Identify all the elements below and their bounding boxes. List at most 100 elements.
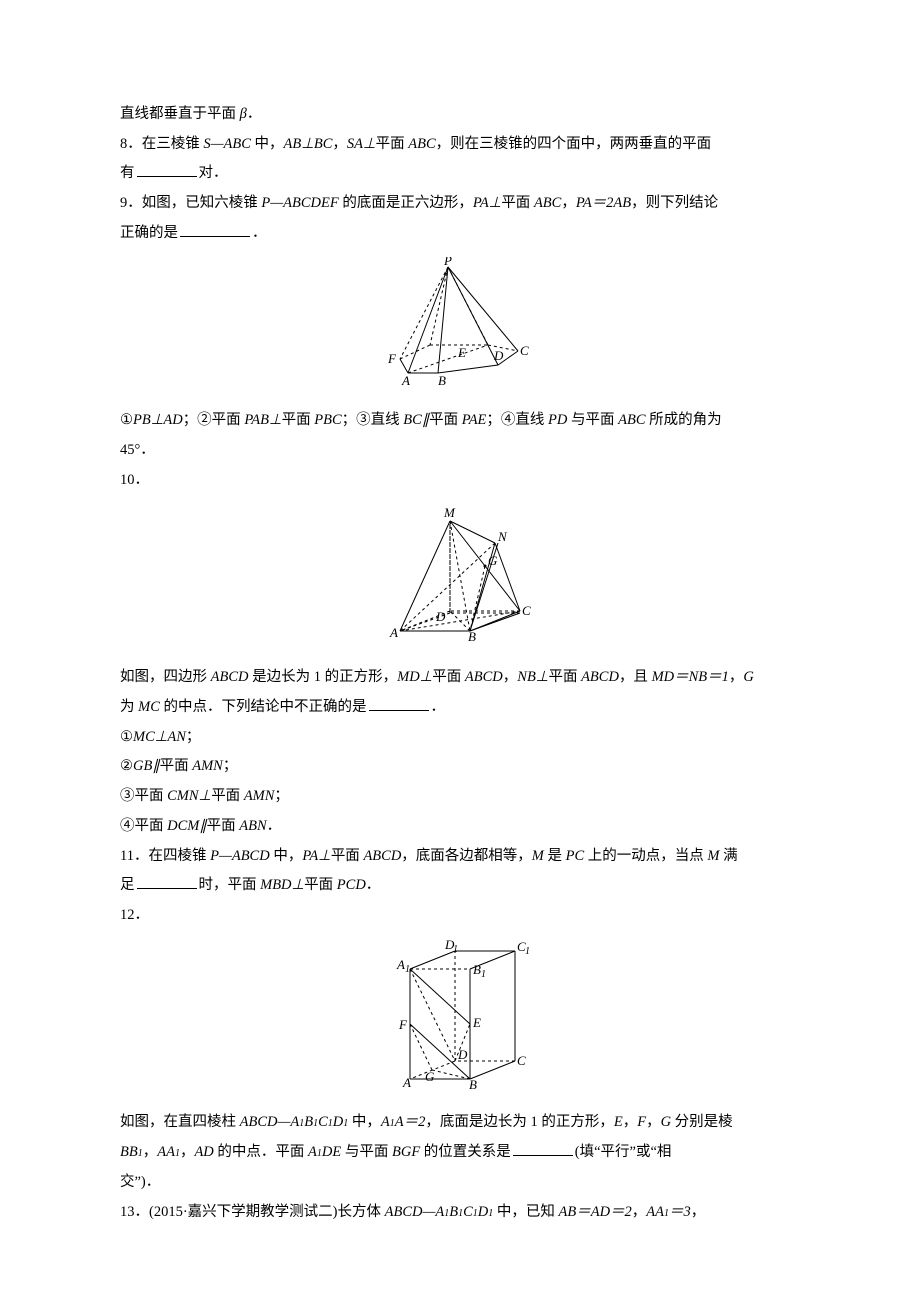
q12-line2: BB1，AA1，AD 的中点．平面 A1DE 与平面 BGF 的位置关系是(填“…: [120, 1138, 800, 1168]
text: ，则下列结论: [631, 195, 718, 211]
text: ，: [623, 1114, 638, 1130]
math: B: [304, 1114, 313, 1130]
q13-line1: 13．(2015·嘉兴下学期教学测试二)长方体 ABCD—A1B1C1D1 中，…: [120, 1198, 800, 1228]
math: C: [318, 1114, 328, 1130]
math: ABCD—A: [240, 1114, 300, 1130]
math: ABCD: [465, 669, 503, 685]
text: 8．在三棱锥: [120, 136, 203, 152]
math: M: [532, 848, 544, 864]
math: BGF: [392, 1144, 420, 1160]
figure-prism: A B C D A1 B1 C1 D1 E F G: [120, 939, 800, 1101]
text: 时，平面: [199, 877, 261, 893]
math: ABC: [534, 195, 561, 211]
text: ①: [120, 412, 133, 428]
text: 平面: [207, 818, 240, 834]
math: AMN: [192, 758, 223, 774]
text: ，: [332, 136, 347, 152]
q10-opt2: ②GB∥平面 AMN；: [120, 752, 800, 782]
text: ②: [120, 758, 133, 774]
text: 有: [120, 165, 135, 181]
text: ，: [503, 669, 518, 685]
label-C: C: [517, 1053, 526, 1068]
math: DE: [322, 1144, 341, 1160]
text: 分别是棱: [671, 1114, 733, 1130]
math: ABN: [239, 818, 266, 834]
blank: [137, 875, 197, 890]
math: ABCD: [581, 669, 619, 685]
math: A: [381, 1114, 390, 1130]
math: B: [449, 1204, 458, 1220]
q12-num: 12．: [120, 901, 800, 931]
q9-opts2: 45°．: [120, 436, 800, 466]
text: 为: [120, 699, 138, 715]
text: ④平面: [120, 818, 167, 834]
label-A: A: [401, 373, 410, 387]
math: ABCD: [363, 848, 401, 864]
label-B1: B1: [473, 962, 486, 980]
text: 直线都垂直于平面: [120, 106, 240, 122]
text: 交”)．: [120, 1174, 160, 1190]
text: ，: [632, 1204, 647, 1220]
math: G: [743, 669, 753, 685]
math: MD＝NB＝1: [652, 669, 729, 685]
text: ③平面: [120, 788, 167, 804]
label-F: F: [398, 1017, 408, 1032]
math: ABC: [408, 136, 435, 152]
math: ABCD—A: [385, 1204, 445, 1220]
text: 如图，在直四棱柱: [120, 1114, 240, 1130]
text: ，底面各边都相等，: [401, 848, 532, 864]
math: AMN: [244, 788, 275, 804]
beta: β: [240, 106, 247, 122]
text: ，: [646, 1114, 661, 1130]
label-G: G: [425, 1069, 435, 1084]
math: MC⊥AN: [133, 729, 186, 745]
label-C1: C1: [517, 939, 530, 957]
label-D: D: [435, 609, 446, 624]
text: ；: [274, 788, 289, 804]
text: 10．: [120, 472, 149, 488]
text: ，底面是边长为 1 的正方形，: [425, 1114, 614, 1130]
text: 足: [120, 877, 135, 893]
label-E: E: [457, 345, 466, 360]
text: 9．如图，已知六棱锥: [120, 195, 261, 211]
label-M: M: [443, 505, 456, 520]
math: AA: [157, 1144, 175, 1160]
label-A: A: [389, 625, 398, 640]
math: D: [333, 1114, 343, 1130]
text: ；②平面: [183, 412, 245, 428]
text: 的位置关系是: [420, 1144, 511, 1160]
math: PAB⊥: [244, 412, 281, 428]
text: 中，: [251, 136, 284, 152]
q10-num: 10．: [120, 466, 800, 496]
math: A: [308, 1144, 317, 1160]
math: ＝3: [669, 1204, 691, 1220]
text: 平面: [331, 848, 364, 864]
text: 中，: [270, 848, 303, 864]
math: PA⊥: [302, 848, 330, 864]
q10-line1: 如图，四边形 ABCD 是边长为 1 的正方形，MD⊥平面 ABCD，NB⊥平面…: [120, 663, 800, 693]
math: DCM∥: [167, 818, 206, 834]
math: BC∥: [403, 412, 429, 428]
math: BB: [120, 1144, 138, 1160]
text: ，: [729, 669, 744, 685]
blank: [513, 1142, 573, 1157]
text: ．: [247, 106, 262, 122]
math: D: [478, 1204, 488, 1220]
label-N: N: [497, 529, 508, 544]
svg-text:1: 1: [453, 944, 458, 955]
math: AB⊥BC: [284, 136, 333, 152]
math: S—ABC: [203, 136, 251, 152]
text: ①: [120, 729, 133, 745]
math: A＝2: [395, 1114, 426, 1130]
q11-line1: 11．在四棱锥 P—ABCD 中，PA⊥平面 ABCD，底面各边都相等，M 是 …: [120, 842, 800, 872]
text: ．: [252, 225, 267, 241]
math: ABC: [618, 412, 645, 428]
math: NB⊥: [517, 669, 548, 685]
label-F: F: [387, 351, 397, 366]
text: (填“平行”或“相: [575, 1144, 672, 1160]
math: G: [661, 1114, 671, 1130]
label-A: A: [402, 1075, 411, 1089]
text: 平面: [501, 195, 534, 211]
math: M: [707, 848, 719, 864]
text: 满: [720, 848, 738, 864]
